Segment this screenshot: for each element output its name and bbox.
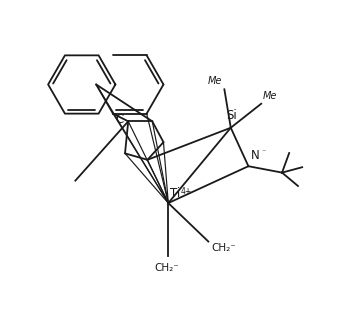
Text: Me: Me xyxy=(208,76,222,86)
Text: ⁻: ⁻ xyxy=(262,148,266,156)
Text: CH₂⁻: CH₂⁻ xyxy=(211,243,236,253)
Text: C: C xyxy=(115,113,123,126)
Text: CH₂⁻: CH₂⁻ xyxy=(154,263,179,273)
Text: ⁻: ⁻ xyxy=(127,107,132,116)
Text: Ti: Ti xyxy=(170,187,181,200)
Text: Me: Me xyxy=(263,91,277,100)
Text: N: N xyxy=(251,149,260,162)
Text: Si: Si xyxy=(226,109,237,122)
Text: 4+: 4+ xyxy=(181,187,192,196)
